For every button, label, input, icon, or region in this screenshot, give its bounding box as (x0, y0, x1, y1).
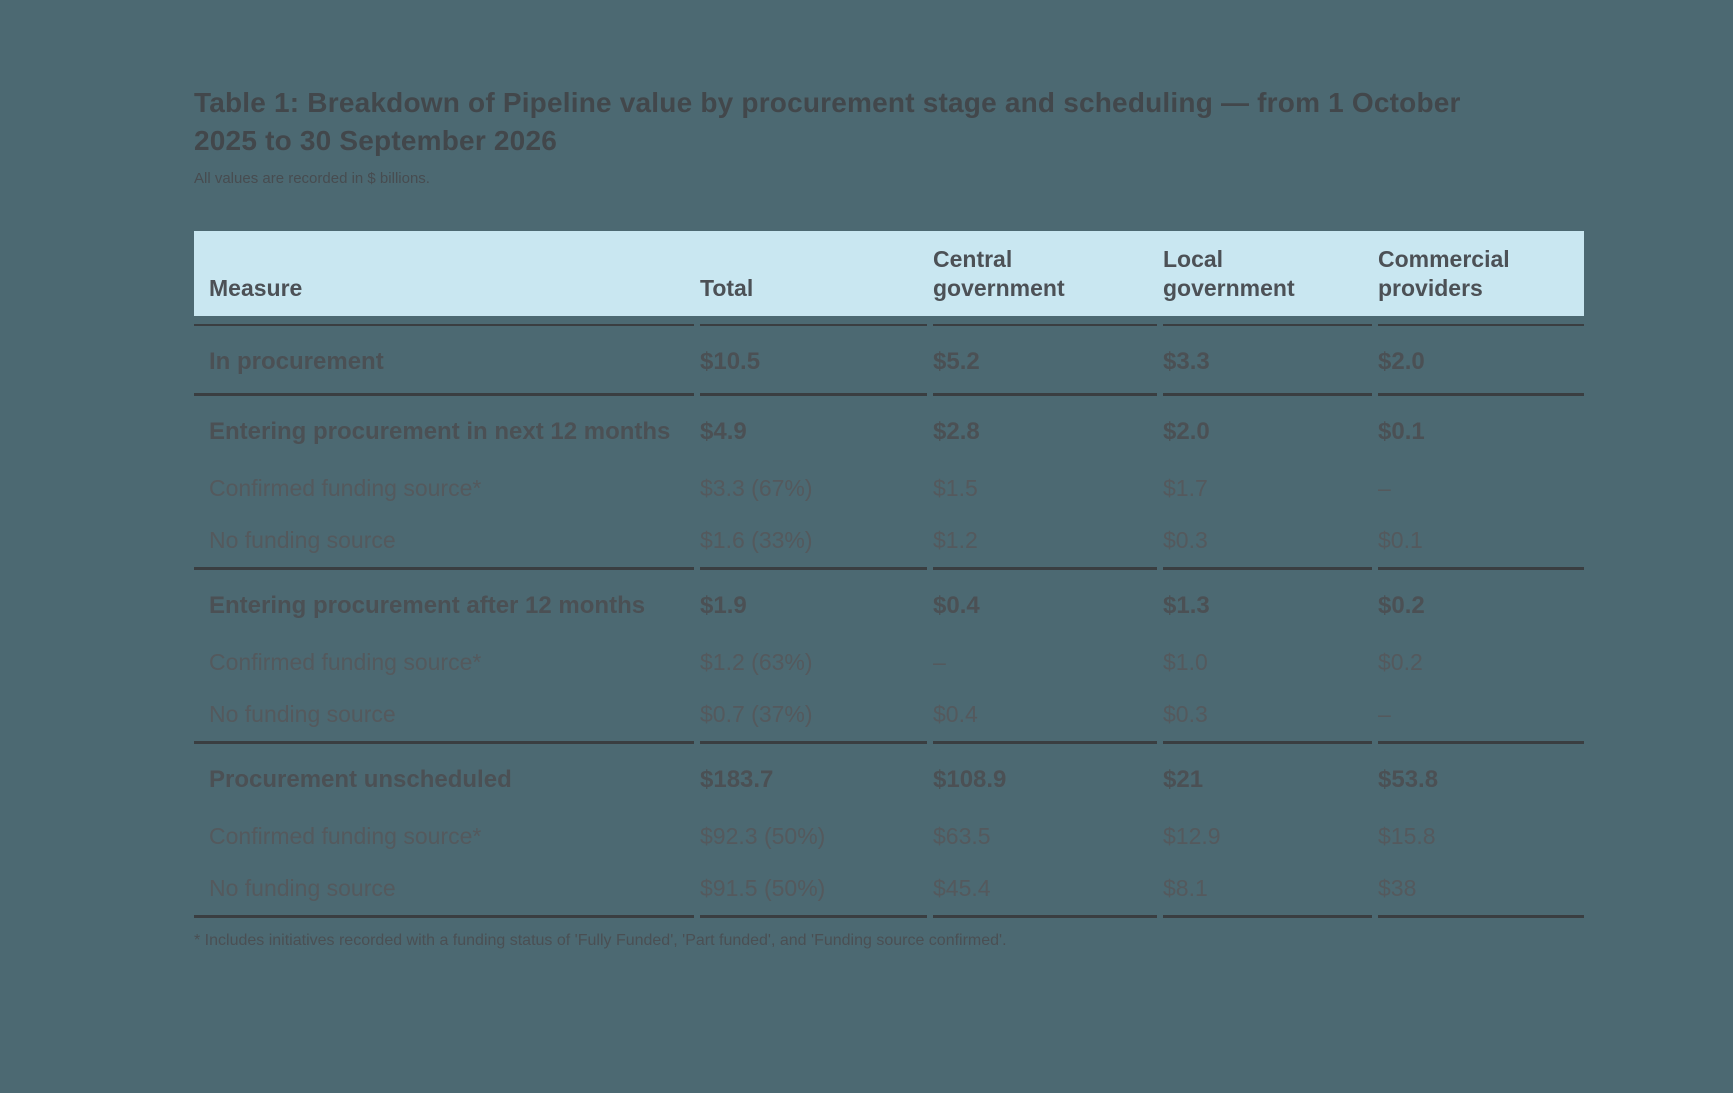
measure-cell: Confirmed funding source* (209, 475, 482, 501)
header-divider (194, 324, 1584, 326)
table-row: No funding source $1.6 (33%) $1.2 $0.3 $… (194, 525, 1584, 555)
measure-cell: Confirmed funding source* (209, 823, 482, 849)
value-cell: $1.3 (1163, 592, 1210, 619)
column-header-central-government: Central government (933, 246, 1065, 301)
table-row: In procurement $10.5 $5.2 $3.3 $2.0 (194, 342, 1584, 381)
value-cell: $0.4 (933, 701, 978, 727)
footnote: * Includes initiatives recorded with a f… (194, 932, 1007, 949)
value-cell: $53.8 (1378, 766, 1439, 793)
value-cell: $38 (1378, 875, 1417, 901)
value-cell: $3.3 (1163, 348, 1210, 375)
value-cell: $15.8 (1378, 823, 1436, 849)
measure-cell: Entering procurement in next 12 months (209, 418, 671, 445)
value-cell: $1.7 (1163, 475, 1208, 501)
value-cell: $63.5 (933, 823, 991, 849)
table-row: Confirmed funding source* $3.3 (67%) $1.… (194, 473, 1584, 503)
value-cell: $1.6 (33%) (700, 527, 813, 553)
value-cell: $92.3 (50%) (700, 823, 826, 849)
pipeline-table: Measure Total Central government Local g… (194, 231, 1584, 918)
value-cell: $1.2 (933, 527, 978, 553)
column-header-measure: Measure (209, 275, 303, 301)
table-row: Confirmed funding source* $1.2 (63%) – $… (194, 647, 1584, 677)
value-cell: $4.9 (700, 418, 747, 445)
value-cell: $21 (1163, 766, 1204, 793)
section-divider (194, 393, 1584, 396)
value-cell: $0.2 (1378, 592, 1425, 619)
value-cell: $1.5 (933, 475, 978, 501)
measure-cell: In procurement (209, 348, 384, 375)
page-title: Table 1: Breakdown of Pipeline value by … (194, 87, 1461, 156)
table-row: No funding source $0.7 (37%) $0.4 $0.3 – (194, 699, 1584, 729)
measure-cell: Confirmed funding source* (209, 649, 482, 675)
measure-cell: No funding source (209, 701, 396, 727)
value-cell: – (933, 649, 946, 675)
units-note: All values are recorded in $ billions. (194, 170, 430, 187)
value-cell: $91.5 (50%) (700, 875, 826, 901)
measure-cell: No funding source (209, 527, 396, 553)
table-bottom-divider (194, 915, 1584, 918)
value-cell: $2.0 (1163, 418, 1210, 445)
column-header-commercial-providers: Commercial providers (1378, 246, 1510, 301)
value-cell: $0.4 (933, 592, 980, 619)
table-row: No funding source $91.5 (50%) $45.4 $8.1… (194, 873, 1584, 903)
value-cell: $0.3 (1163, 527, 1208, 553)
measure-cell: No funding source (209, 875, 396, 901)
value-cell: $108.9 (933, 766, 1007, 793)
measure-cell: Procurement unscheduled (209, 766, 512, 793)
value-cell: $0.1 (1378, 527, 1423, 553)
column-header-total: Total (700, 275, 754, 301)
table-row: Entering procurement after 12 months $1.… (194, 586, 1584, 625)
table-row: Confirmed funding source* $92.3 (50%) $6… (194, 821, 1584, 851)
value-cell: $0.2 (1378, 649, 1423, 675)
column-header-local-government: Local government (1163, 246, 1295, 301)
value-cell: $1.9 (700, 592, 747, 619)
value-cell: $12.9 (1163, 823, 1221, 849)
value-cell: $10.5 (700, 348, 761, 375)
section-divider (194, 567, 1584, 570)
value-cell: – (1378, 475, 1391, 501)
value-cell: $5.2 (933, 348, 980, 375)
section-divider (194, 741, 1584, 744)
value-cell: $0.7 (37%) (700, 701, 813, 727)
value-cell: $0.3 (1163, 701, 1208, 727)
value-cell: $2.0 (1378, 348, 1425, 375)
value-cell: – (1378, 701, 1391, 727)
measure-cell: Entering procurement after 12 months (209, 592, 646, 619)
value-cell: $3.3 (67%) (700, 475, 813, 501)
value-cell: $183.7 (700, 766, 774, 793)
table-header-row: Measure Total Central government Local g… (194, 231, 1584, 316)
value-cell: $0.1 (1378, 418, 1425, 445)
value-cell: $1.2 (63%) (700, 649, 813, 675)
table-row: Entering procurement in next 12 months $… (194, 412, 1584, 451)
value-cell: $8.1 (1163, 875, 1208, 901)
section-entering-next-12-months: Entering procurement in next 12 months $… (194, 412, 1584, 567)
value-cell: $2.8 (933, 418, 980, 445)
table-row: Procurement unscheduled $183.7 $108.9 $2… (194, 760, 1584, 799)
section-in-procurement: In procurement $10.5 $5.2 $3.3 $2.0 (194, 342, 1584, 393)
section-procurement-unscheduled: Procurement unscheduled $183.7 $108.9 $2… (194, 760, 1584, 915)
section-entering-after-12-months: Entering procurement after 12 months $1.… (194, 586, 1584, 741)
value-cell: $1.0 (1163, 649, 1208, 675)
value-cell: $45.4 (933, 875, 991, 901)
